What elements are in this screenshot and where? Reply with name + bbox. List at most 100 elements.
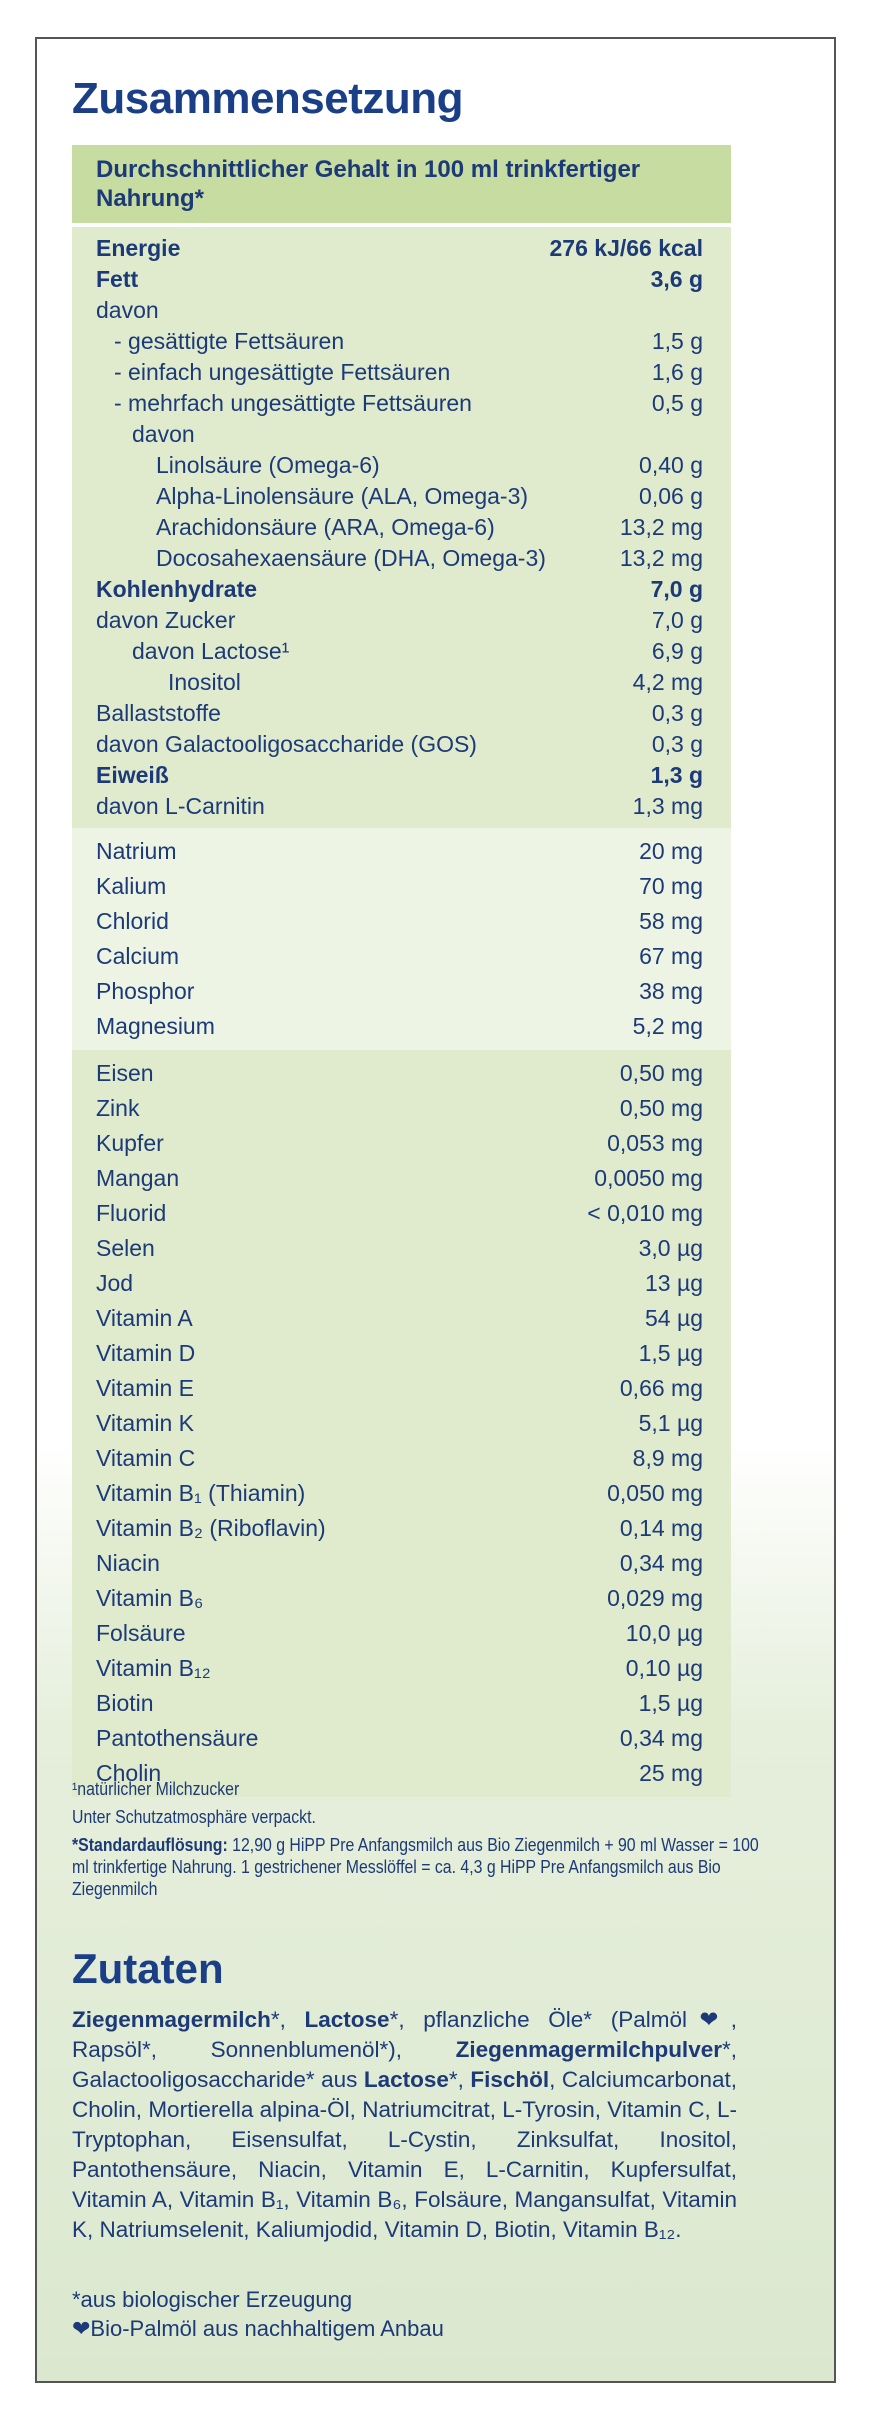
row-label: Magnesium	[96, 1013, 215, 1039]
title: Zusammensetzung	[72, 74, 464, 123]
ingredient-bold: Fischöl	[470, 2067, 550, 2092]
row-value: 0,34 mg	[619, 1725, 703, 1751]
row-label: Eiweiß	[96, 762, 169, 788]
ingredient-text: , Calciumcarbonat, Cholin, Mortierella a…	[72, 2067, 737, 2242]
row: Vitamin E 0,66 mg	[72, 1371, 731, 1406]
row-value: < 0,010 mg	[587, 1200, 703, 1226]
row-label: Jod	[96, 1270, 134, 1296]
row-label: - mehrfach ungesättigte Fettsäuren	[114, 390, 472, 416]
row: Cholin 25 mg	[72, 1756, 731, 1791]
row-label: Vitamin E	[96, 1375, 195, 1401]
ingredient-bold: Ziegenmagermilch	[72, 2007, 271, 2032]
row-value: 13,2 mg	[619, 545, 703, 571]
ingredients-title: Zutaten	[72, 1945, 224, 1992]
row-value: 6,9 g	[651, 638, 703, 664]
row-value: 3,6 g	[650, 266, 703, 292]
row: Vitamin A 54 µg	[72, 1301, 731, 1336]
row-value: 0,0050 mg	[594, 1165, 703, 1191]
row: Vitamin B₁₂ 0,10 µg	[72, 1651, 731, 1686]
row-value: 7,0 g	[650, 576, 703, 602]
row-label: Folsäure	[96, 1620, 186, 1646]
row: Selen 3,0 µg	[72, 1231, 731, 1266]
row-group: Natrium 20 mg Kalium 70 mg Chlorid 58 mg Calci…	[72, 828, 731, 1050]
row-label: Vitamin B₂ (Riboflavin)	[96, 1515, 326, 1541]
row-label: Vitamin K	[96, 1410, 195, 1436]
row: davon Galactooligosaccharide (GOS) 0,3 g	[72, 729, 731, 760]
row-value: 0,14 mg	[619, 1515, 703, 1541]
row-label: Natrium	[96, 838, 177, 864]
row: Vitamin B₆ 0,029 mg	[72, 1581, 731, 1616]
ingredient-bold: Lactose	[363, 2067, 449, 2092]
row-value: 1,5 µg	[638, 1340, 703, 1366]
row: Fluorid < 0,010 mg	[72, 1196, 731, 1231]
row-label: Zink	[96, 1095, 140, 1121]
row-label: Fluorid	[96, 1200, 167, 1226]
row: - mehrfach ungesättigte Fettsäuren 0,5 g	[72, 388, 731, 419]
row-label: Vitamin B₁₂	[96, 1655, 211, 1681]
row: Vitamin B₁ (Thiamin) 0,050 mg	[72, 1476, 731, 1511]
row-value: 0,06 g	[639, 483, 703, 509]
row-label: Vitamin A	[96, 1305, 193, 1331]
ingredients-notes: *aus biologischer Erzeugung ❤Bio-Palmöl …	[72, 2285, 444, 2343]
footnote: Unter Schutzatmosphäre verpackt.	[72, 1807, 316, 1827]
row-label: Niacin	[96, 1550, 160, 1576]
row-value: 0,34 mg	[619, 1550, 703, 1576]
row-value: 58 mg	[639, 908, 703, 934]
row-label: davon	[132, 421, 195, 447]
row: - einfach ungesättigte Fettsäuren 1,6 g	[72, 357, 731, 388]
row-label: davon L-Carnitin	[96, 793, 265, 819]
row-label: - gesättigte Fettsäuren	[114, 328, 345, 354]
row-value: 0,3 g	[651, 731, 703, 757]
row-value: 0,10 µg	[625, 1655, 703, 1681]
row-label: davon Lactose¹	[132, 638, 290, 664]
row-value: 4,2 mg	[632, 669, 703, 695]
note: ❤Bio-Palmöl aus nachhaltigem Anbau	[72, 2316, 444, 2341]
ingredients-text: Ziegenmagermilch *, Lactose *, pflanzliche…	[72, 2005, 737, 2245]
row: Kohlenhydrate 7,0 g	[72, 574, 731, 605]
row-value: 1,6 g	[651, 359, 703, 385]
table-caption: Durchschnittlicher Gehalt in 100 ml trin…	[72, 145, 731, 223]
row-label: Energie	[96, 235, 181, 261]
row-label: davon	[96, 297, 159, 323]
footnotes: ¹natürlicher Milchzucker Unter Schutzatm…	[72, 1778, 759, 1906]
footnote: *Standardauflösung: 12,90 g HiPP Pre Anf…	[72, 1834, 767, 1900]
row: Eiweiß 1,3 g	[72, 760, 731, 791]
row: Calcium 67 mg	[72, 939, 731, 974]
row-label: Mangan	[96, 1165, 180, 1191]
row-label: Kupfer	[96, 1130, 164, 1156]
row: Chlorid 58 mg	[72, 904, 731, 939]
nutrition-table: Energie 276 kJ/66 kcal Fett 3,6 g davon - ges…	[72, 227, 731, 1797]
row-value: 10,0 µg	[625, 1620, 703, 1646]
row-value: 5,2 mg	[632, 1013, 703, 1039]
row-label: Vitamin D	[96, 1340, 196, 1366]
row-group: Energie 276 kJ/66 kcal Fett 3,6 g davon - ges…	[72, 227, 731, 828]
row-value: 0,40 g	[639, 452, 703, 478]
row: Vitamin B₂ (Riboflavin) 0,14 mg	[72, 1511, 731, 1546]
row: davon	[72, 419, 731, 450]
row-value: 0,029 mg	[607, 1585, 703, 1611]
ingredient-text: *, pflanzliche Öle* (Palmöl❤, Rapsöl*, S…	[72, 2007, 737, 2062]
row: - gesättigte Fettsäuren 1,5 g	[72, 326, 731, 357]
row-value: 0,66 mg	[619, 1375, 703, 1401]
row-label: Calcium	[96, 943, 180, 969]
row: Docosahexaensäure (DHA, Omega-3) 13,2 mg	[72, 543, 731, 574]
ingredient-bold: Ziegenmagermilchpulver	[455, 2037, 722, 2062]
row: Inositol 4,2 mg	[72, 667, 731, 698]
row-value: 276 kJ/66 kcal	[549, 235, 703, 261]
row: Ballaststoffe 0,3 g	[72, 698, 731, 729]
row-value: 5,1 µg	[638, 1410, 703, 1436]
row: Phosphor 38 mg	[72, 974, 731, 1009]
footnote-bold: *Standardauflösung:	[72, 1835, 228, 1855]
row-label: Vitamin B₁ (Thiamin)	[96, 1480, 306, 1506]
row-label: Vitamin B₆	[96, 1585, 204, 1611]
row: Fett 3,6 g	[72, 264, 731, 295]
row: Kupfer 0,053 mg	[72, 1126, 731, 1161]
row-value: 0,5 g	[651, 390, 703, 416]
row-label: davon Galactooligosaccharide (GOS)	[96, 731, 477, 757]
row: davon Zucker 7,0 g	[72, 605, 731, 636]
row: Eisen 0,50 mg	[72, 1056, 731, 1091]
row-value: 13,2 mg	[619, 514, 703, 540]
ingredient-text: *,	[448, 2067, 471, 2092]
row-label: Biotin	[96, 1690, 154, 1716]
